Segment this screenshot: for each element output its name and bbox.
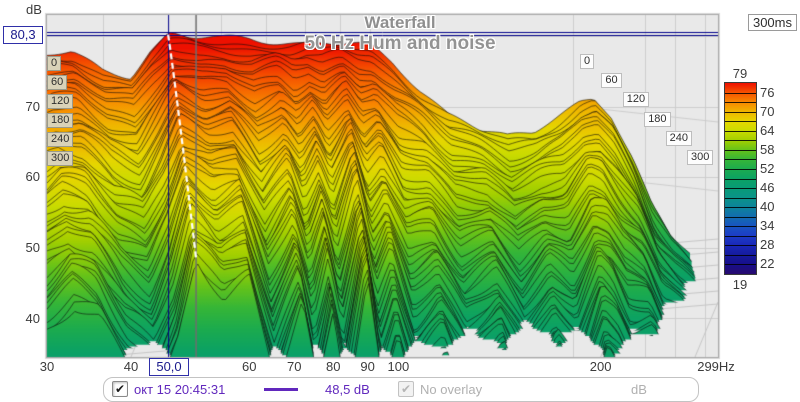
colorbar-band-separator	[725, 140, 756, 142]
right-time-label: 300	[687, 150, 714, 165]
left-time-label: 60	[47, 75, 68, 90]
left-time-label: 300	[47, 151, 74, 166]
colorbar-bottom-label: 19	[732, 277, 748, 292]
time-range-box: 300ms	[747, 14, 797, 31]
page-title: Waterfall	[364, 13, 436, 32]
colorbar-band-separator	[725, 245, 756, 247]
colorbar-band-separator	[725, 159, 756, 161]
colorbar-tick-label: 76	[760, 84, 775, 100]
y-axis-unit-label: dB	[26, 2, 42, 17]
colorbar-band-separator	[725, 111, 756, 113]
legend-bar: ✔ окт 15 20:45:31 48,5 dB ✔ No overlay d…	[103, 377, 699, 402]
colorbar-band-separator	[725, 168, 756, 170]
cursor-value-label: 48,5 dB	[325, 382, 370, 397]
x-tick-label: 100	[387, 359, 410, 374]
colorbar-band-separator	[725, 130, 756, 132]
no-overlay-checkbox[interactable]: ✔	[398, 381, 414, 397]
right-time-label: 180	[644, 111, 671, 127]
right-time-label: 120	[622, 92, 650, 108]
colorbar-band-separator	[725, 226, 756, 228]
colorbar-tick-label: 70	[760, 103, 775, 119]
colorbar-tick-label: 28	[760, 237, 775, 253]
colorbar-tick-label: 52	[760, 160, 775, 176]
colorbar	[724, 82, 757, 275]
page-subtitle: 50 Hz Hum and noise	[304, 33, 496, 54]
left-time-label: 180	[47, 113, 74, 128]
legend-unit-label: dB	[631, 382, 647, 397]
measurement-checkbox[interactable]: ✔	[112, 381, 128, 397]
cursor-freq-box: 50,0	[149, 358, 189, 376]
y-tick-label: 70	[25, 98, 40, 114]
colorbar-band-separator	[725, 178, 756, 180]
x-tick-label: 60	[242, 359, 257, 374]
colorbar-band-separator	[725, 92, 756, 94]
x-tick-label: 40	[123, 359, 139, 374]
cursor-db-box: 80,3	[3, 26, 43, 44]
x-tick-label: 90	[360, 359, 375, 374]
colorbar-tick-label: 46	[760, 180, 775, 196]
y-tick-label: 40	[25, 310, 40, 326]
colorbar-band-separator	[725, 149, 756, 151]
colorbar-band-separator	[725, 197, 756, 199]
right-time-label: 60	[601, 73, 622, 89]
right-time-label: 0	[580, 54, 595, 69]
trace-color-swatch	[264, 388, 298, 391]
left-time-label: 0	[47, 56, 62, 71]
colorbar-band-separator	[725, 102, 756, 104]
colorbar-band-separator	[725, 216, 756, 218]
no-overlay-label: No overlay	[420, 382, 483, 397]
x-tick-label: 200	[589, 359, 612, 374]
colorbar-band-separator	[725, 235, 756, 237]
colorbar-band-separator	[725, 207, 756, 209]
colorbar-top-label: 79	[732, 66, 748, 81]
y-tick-label: 60	[25, 169, 40, 185]
colorbar-tick-label: 40	[760, 199, 775, 215]
colorbar-band-separator	[725, 188, 756, 190]
right-time-label: 240	[665, 130, 692, 146]
colorbar-tick-label: 22	[760, 256, 775, 272]
y-tick-label: 50	[25, 240, 40, 256]
left-time-label: 120	[47, 94, 74, 109]
colorbar-band-separator	[725, 264, 756, 266]
colorbar-tick-label: 64	[760, 122, 775, 138]
x-tick-label: 70	[287, 359, 302, 374]
colorbar-band-separator	[725, 121, 756, 123]
measurement-label[interactable]: окт 15 20:45:31	[134, 382, 226, 397]
colorbar-band-separator	[725, 254, 756, 256]
left-time-label: 240	[47, 132, 74, 147]
x-tick-label: 30	[39, 359, 55, 374]
x-axis-end-label: 299Hz	[697, 359, 735, 374]
colorbar-tick-label: 34	[760, 218, 775, 234]
x-tick-label: 80	[326, 359, 341, 374]
colorbar-tick-label: 58	[760, 141, 775, 157]
